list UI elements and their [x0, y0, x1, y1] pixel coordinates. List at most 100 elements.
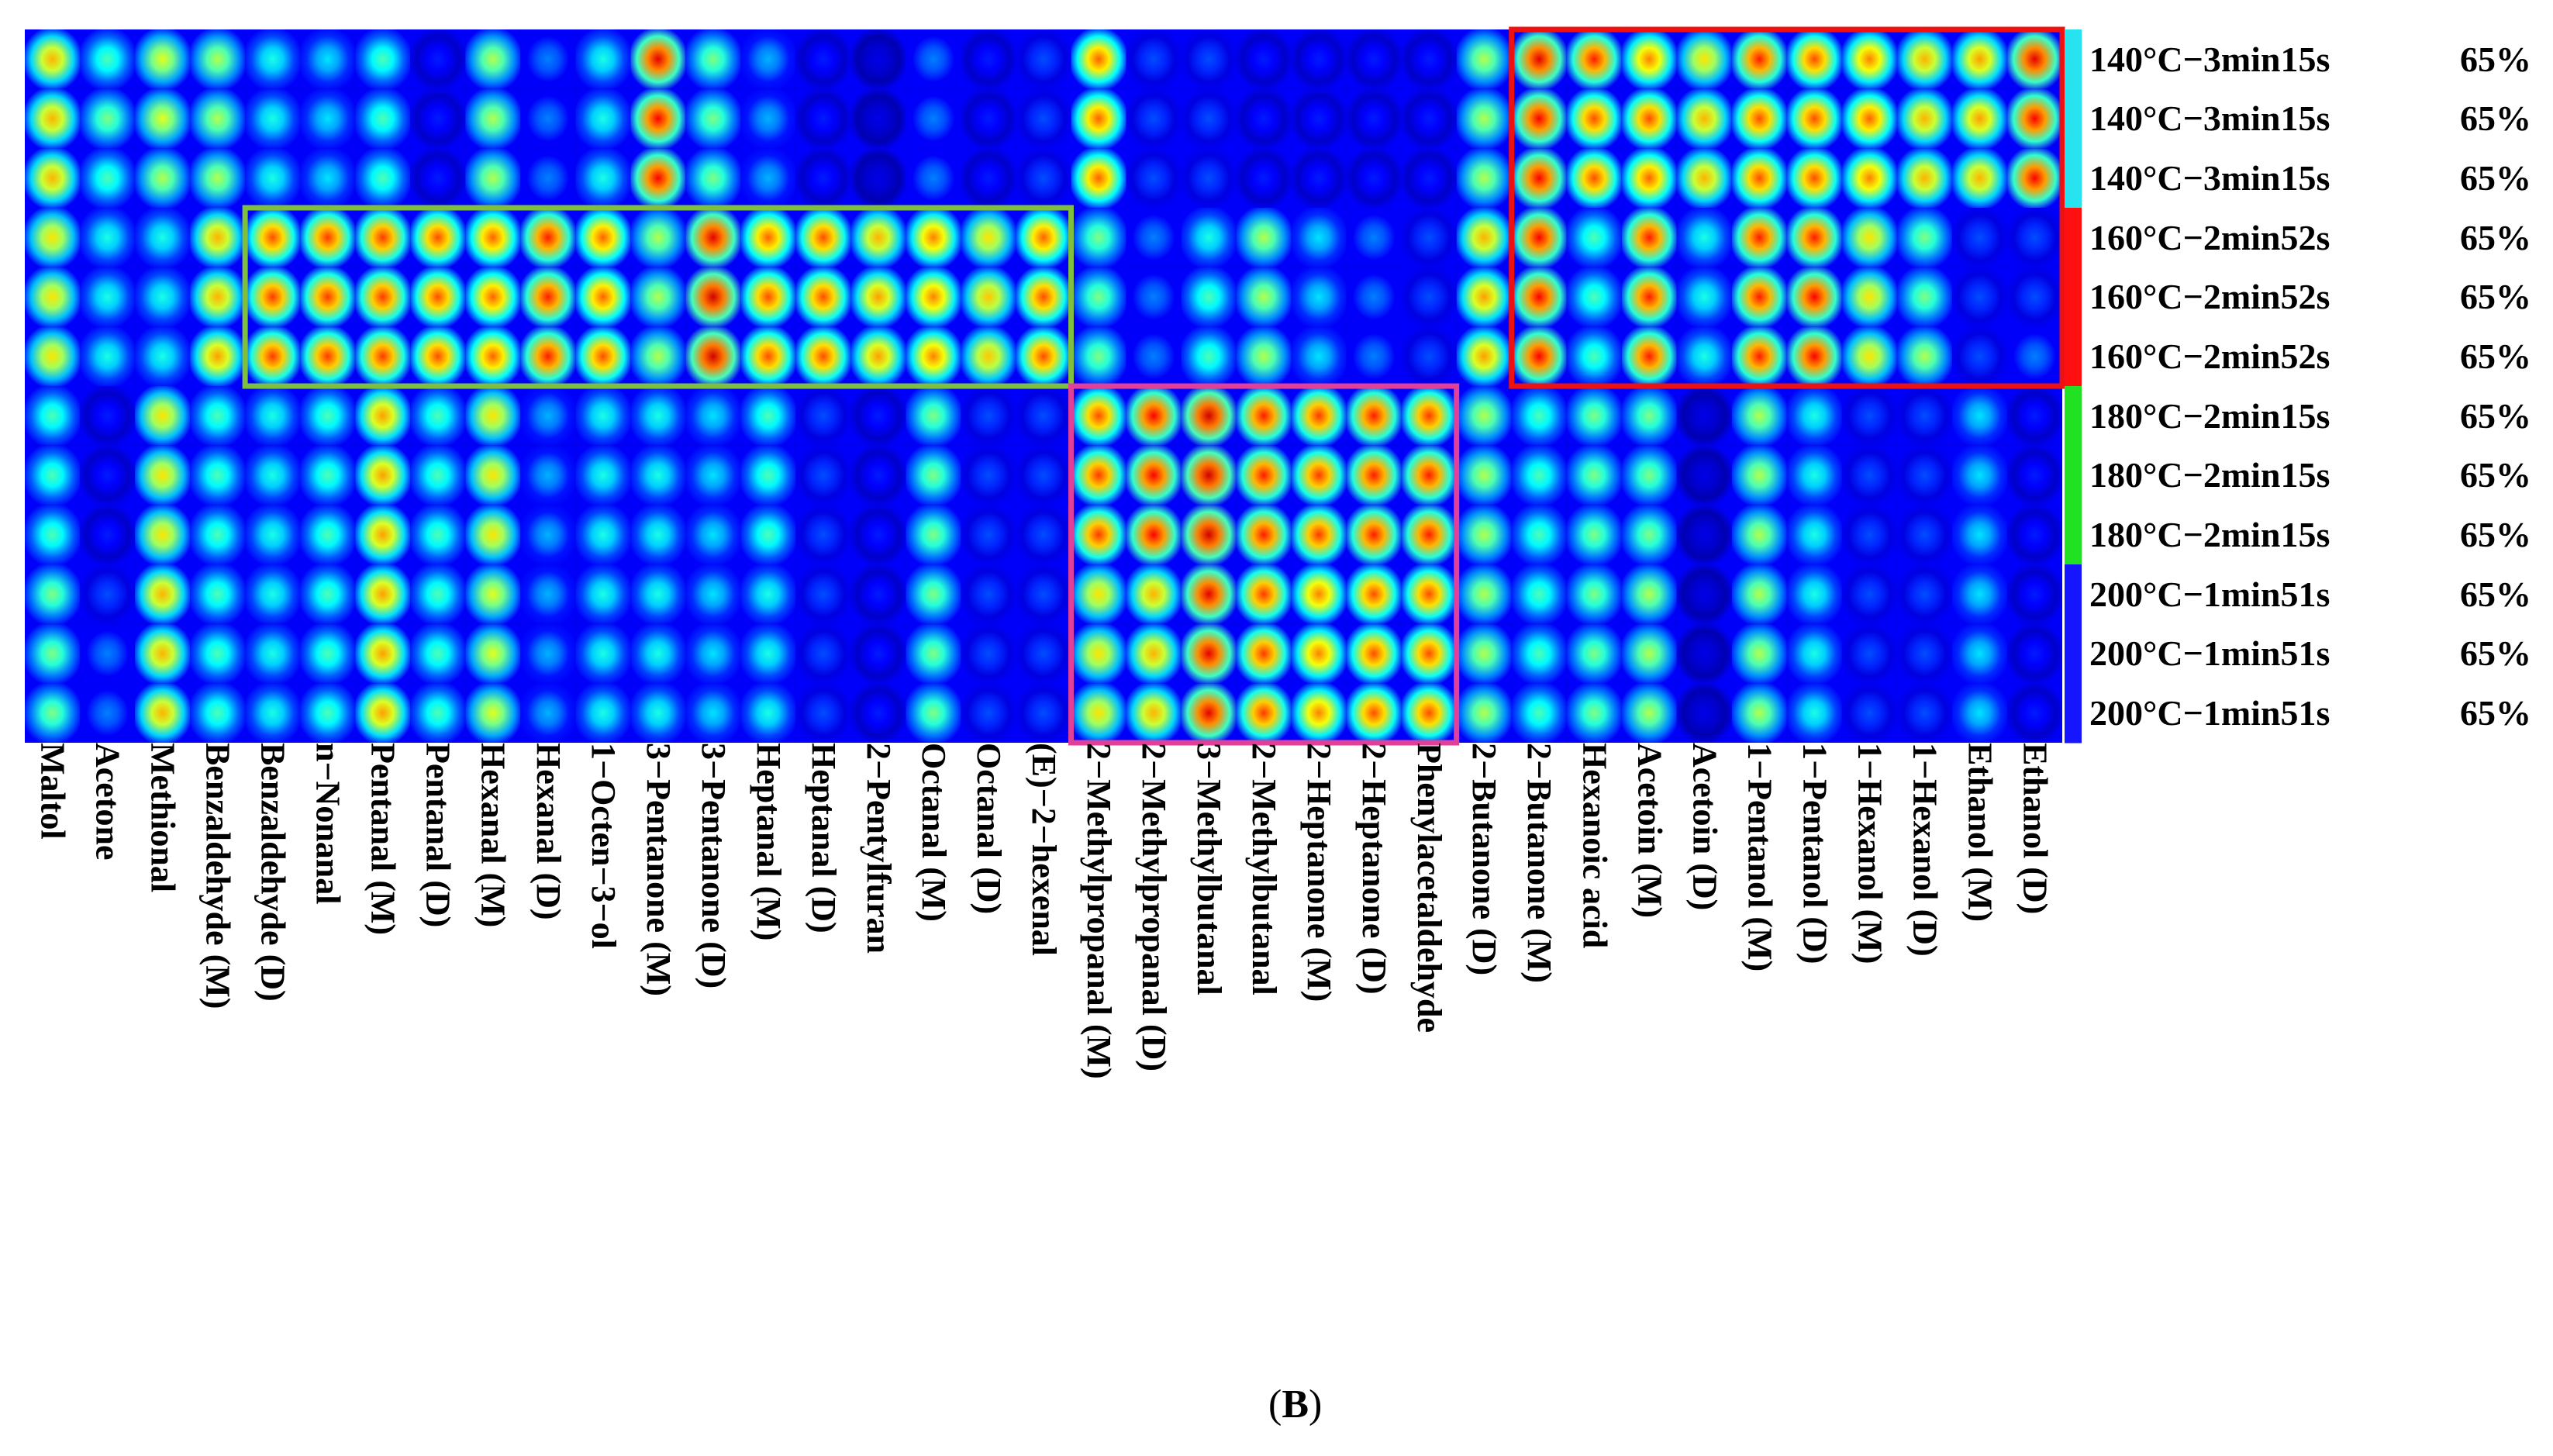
group-color-bar [2065, 564, 2082, 625]
row-label: 180°C−2min15s 65% [2089, 505, 2547, 564]
row-condition: 140°C−3min15s [2089, 39, 2330, 79]
heatmap-cell [630, 445, 686, 505]
heatmap-cell [1126, 386, 1182, 446]
heatmap-cell [1676, 623, 1732, 684]
heatmap-cell [80, 445, 136, 505]
heatmap-cell [1291, 326, 1347, 386]
heatmap-cell [740, 326, 796, 386]
heatmap-cell [1181, 29, 1237, 89]
heatmap-cell [1731, 564, 1787, 624]
row-label: 180°C−2min15s 65% [2089, 446, 2547, 505]
heatmap-cell [1621, 208, 1677, 267]
heatmap-cell [190, 505, 246, 564]
heatmap-cell [961, 208, 1016, 267]
heatmap-cell [906, 386, 961, 446]
heatmap-cell [410, 208, 466, 267]
heatmap-cell [1731, 88, 1787, 149]
heatmap-cell [1346, 386, 1402, 446]
heatmap-cell [850, 208, 906, 267]
heatmap-cell [300, 29, 356, 89]
heatmap-cell [1951, 29, 2007, 89]
row-condition: 140°C−3min15s [2089, 158, 2330, 198]
heatmap-cell [2006, 505, 2062, 564]
heatmap-cell [1896, 564, 1952, 624]
row-condition: 160°C−2min52s [2089, 336, 2330, 377]
column-label: 3−Methylbutanal [1190, 743, 1229, 995]
row-condition: 180°C−2min15s [2089, 395, 2330, 436]
heatmap-cell [685, 623, 741, 684]
column-label: 2−Methylbutanal [1245, 743, 1284, 995]
row-humidity: 65% [2460, 277, 2531, 317]
heatmap-cell [740, 267, 796, 327]
heatmap-cell [465, 267, 521, 327]
heatmap-cell [1786, 88, 1842, 149]
heatmap-cell [1511, 267, 1567, 327]
heatmap-cell [1951, 623, 2007, 684]
column-label: n−Nonanal [309, 743, 347, 905]
heatmap-cell [1181, 445, 1237, 505]
heatmap-cell [300, 267, 356, 327]
heatmap-cell [740, 208, 796, 267]
heatmap-cell [1731, 386, 1787, 446]
heatmap-cell [630, 148, 686, 208]
row-labels: 140°C−3min15s 65% 140°C−3min15s 65% 140°C−3m… [2089, 29, 2547, 737]
heatmap-cell [1126, 683, 1182, 743]
heatmap-cell [1786, 29, 1842, 89]
heatmap-cell [685, 386, 741, 446]
heatmap-cell [135, 148, 191, 208]
column-label: 1−Hexanol (M) [1851, 743, 1889, 964]
heatmap-cell [1401, 445, 1457, 505]
heatmap-cell [1291, 623, 1347, 684]
heatmap-cell [25, 148, 81, 208]
heatmap-cell [355, 326, 411, 386]
heatmap-cell [80, 564, 136, 624]
heatmap-cell [25, 623, 81, 684]
heatmap-cell [630, 683, 686, 743]
heatmap-cell [1071, 386, 1126, 446]
heatmap-cell [1126, 445, 1182, 505]
heatmap-cell [80, 29, 136, 89]
heatmap-cell [1236, 683, 1292, 743]
row-condition: 180°C−2min15s [2089, 455, 2330, 495]
row-label: 140°C−3min15s 65% [2089, 29, 2547, 89]
column-label: Benzaldehyde (M) [198, 743, 237, 1009]
heatmap-cell [630, 326, 686, 386]
group-color-bar [2065, 386, 2082, 447]
heatmap-cell [740, 88, 796, 149]
heatmap-cell [740, 505, 796, 564]
heatmap-cell [1016, 88, 1071, 149]
heatmap-cell [685, 88, 741, 149]
heatmap-cell [410, 683, 466, 743]
heatmap-cell [1621, 148, 1677, 208]
heatmap-cell [961, 267, 1016, 327]
heatmap-cell [25, 326, 81, 386]
heatmap-cell [1896, 683, 1952, 743]
highlight-box [1509, 26, 2065, 389]
heatmap-cell [1071, 683, 1126, 743]
heatmap-cell [300, 208, 356, 267]
heatmap-cell [300, 386, 356, 446]
heatmap-cell [2006, 445, 2062, 505]
heatmap-cell [1731, 267, 1787, 327]
heatmap-cell [80, 326, 136, 386]
heatmap-cell [1126, 505, 1182, 564]
heatmap-cell [685, 683, 741, 743]
heatmap-cell [1511, 683, 1567, 743]
heatmap-cell [575, 208, 631, 267]
group-color-bar [2065, 505, 2082, 565]
heatmap-cell [630, 29, 686, 89]
heatmap-cell [1126, 88, 1182, 149]
column-label: 3−Pentanone (M) [639, 743, 678, 996]
heatmap-cell [300, 88, 356, 149]
heatmap-cell [1841, 88, 1897, 149]
heatmap-cell [300, 505, 356, 564]
heatmap-cell [1291, 683, 1347, 743]
row-label: 200°C−1min51s 65% [2089, 564, 2547, 624]
heatmap-cell [1731, 445, 1787, 505]
heatmap-cell [80, 386, 136, 446]
heatmap-cell [1896, 326, 1952, 386]
heatmap-cell [190, 267, 246, 327]
panel-label: (B) [1268, 1382, 1322, 1427]
column-label: Heptanal (M) [749, 743, 788, 941]
